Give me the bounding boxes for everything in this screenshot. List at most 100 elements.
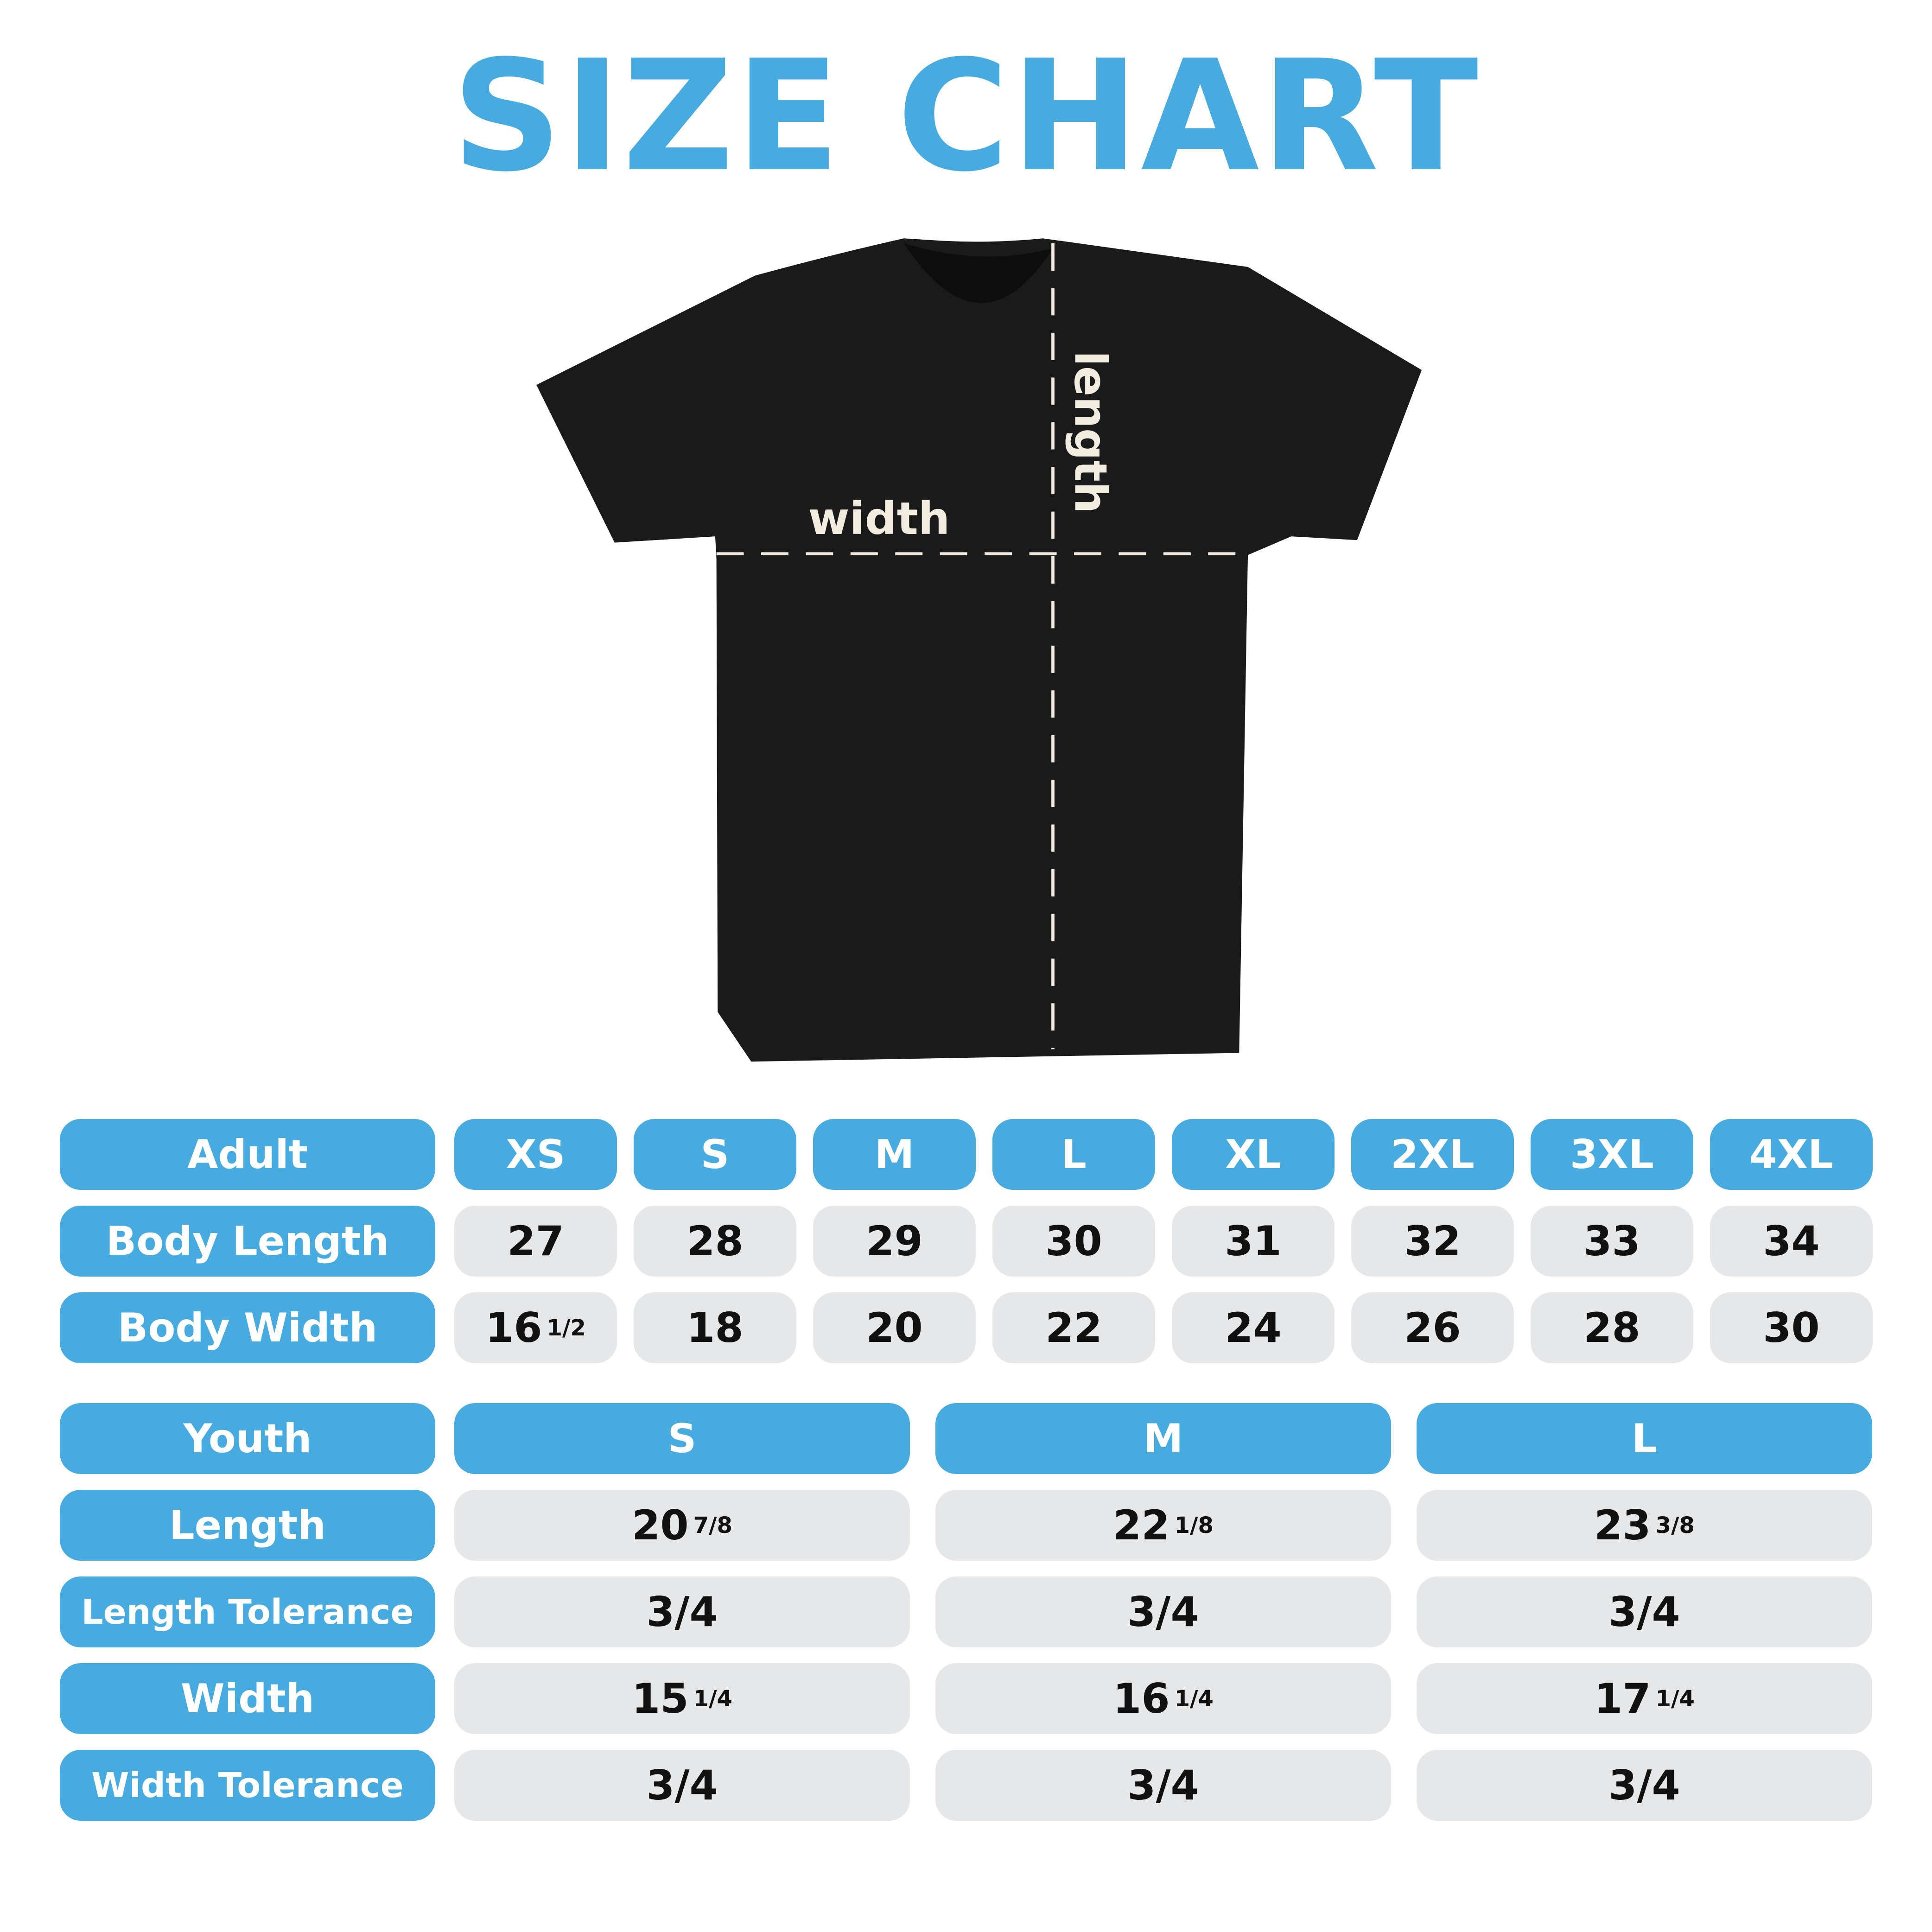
youth-value-cell: 16 1/4 — [935, 1663, 1391, 1734]
adult-value-cell-text: 31 — [1225, 1217, 1282, 1265]
youth-row-label-text: Length Tolerance — [81, 1592, 414, 1632]
youth-value-cell: 3/4 — [935, 1576, 1391, 1647]
adult-value-cell-text: 33 — [1583, 1217, 1640, 1265]
adult-value-cell: 27 — [454, 1206, 617, 1277]
adult-value-cell-text: 16 — [485, 1304, 542, 1352]
youth-value-cell-fraction: 1/4 — [1655, 1685, 1695, 1712]
adult-header-text: Adult — [187, 1131, 308, 1178]
adult-size-l-text: L — [1061, 1131, 1087, 1178]
adult-value-cell: 29 — [813, 1206, 976, 1277]
adult-value-cell-text: 18 — [686, 1304, 744, 1352]
adult-row-label: Body Length — [60, 1206, 435, 1277]
youth-size-l: L — [1417, 1403, 1872, 1474]
adult-size-3xl-text: 3XL — [1570, 1131, 1654, 1178]
youth-value-cell: 3/4 — [1417, 1576, 1872, 1647]
adult-size-s-text: S — [700, 1131, 730, 1178]
youth-value-cell-text: 3/4 — [646, 1761, 718, 1809]
page-title: SIZE CHART — [451, 27, 1481, 205]
adult-size-2xl-text: 2XL — [1391, 1131, 1474, 1178]
youth-value-cell-text: 23 — [1594, 1501, 1651, 1549]
youth-row-label: Width Tolerance — [60, 1750, 435, 1821]
youth-size-s: S — [454, 1403, 910, 1474]
youth-header-text: Youth — [183, 1415, 312, 1462]
adult-size-l: L — [992, 1119, 1155, 1190]
youth-value-cell-text: 15 — [632, 1675, 689, 1722]
adult-size-xs: XS — [454, 1119, 617, 1190]
youth-size-s-text: S — [667, 1415, 697, 1462]
adult-size-2xl: 2XL — [1351, 1119, 1514, 1190]
youth-value-cell-text: 3/4 — [1127, 1588, 1199, 1636]
youth-size-l-text: L — [1632, 1415, 1657, 1462]
adult-value-cell: 32 — [1351, 1206, 1514, 1277]
adult-value-cell: 30 — [1710, 1292, 1873, 1363]
adult-header: Adult — [60, 1119, 435, 1190]
youth-value-cell: 22 1/8 — [935, 1490, 1391, 1561]
youth-row-label: Width — [60, 1663, 435, 1734]
length-label: length — [1065, 351, 1117, 514]
adult-value-cell: 28 — [634, 1206, 796, 1277]
adult-value-cell: 16 1/2 — [454, 1292, 617, 1363]
adult-value-cell-text: 27 — [507, 1217, 564, 1265]
adult-value-cell-text: 22 — [1045, 1304, 1102, 1352]
adult-value-cell-text: 28 — [1583, 1304, 1640, 1352]
youth-value-cell: 3/4 — [454, 1750, 910, 1821]
youth-value-cell-text: 22 — [1113, 1501, 1170, 1549]
youth-value-cell: 17 1/4 — [1417, 1663, 1872, 1734]
adult-size-s: S — [634, 1119, 796, 1190]
adult-size-xs-text: XS — [506, 1131, 566, 1178]
youth-value-cell-text: 17 — [1594, 1675, 1651, 1722]
youth-value-cell: 23 3/8 — [1417, 1490, 1872, 1561]
adult-row-label-text: Body Width — [117, 1304, 378, 1351]
adult-value-cell: 18 — [634, 1292, 796, 1363]
adult-value-cell-text: 24 — [1225, 1304, 1282, 1352]
youth-value-cell-text: 16 — [1113, 1675, 1170, 1722]
adult-size-m-text: M — [874, 1131, 915, 1178]
adult-value-cell: 24 — [1172, 1292, 1335, 1363]
tshirt-collar — [904, 243, 1053, 303]
youth-row-label: Length — [60, 1490, 435, 1561]
adult-value-cell: 31 — [1172, 1206, 1335, 1277]
youth-value-cell-fraction: 3/8 — [1655, 1512, 1695, 1538]
adult-value-cell-text: 28 — [686, 1217, 744, 1265]
adult-size-m: M — [813, 1119, 976, 1190]
adult-value-cell: 20 — [813, 1292, 976, 1363]
adult-value-cell-text: 30 — [1045, 1217, 1102, 1265]
adult-size-xl-text: XL — [1225, 1131, 1282, 1178]
youth-value-cell: 3/4 — [935, 1750, 1391, 1821]
youth-value-cell-fraction: 1/4 — [693, 1685, 732, 1712]
width-label: width — [808, 492, 950, 545]
adult-value-cell-text: 20 — [866, 1304, 923, 1352]
adult-value-cell-text: 26 — [1404, 1304, 1461, 1352]
youth-value-cell: 3/4 — [1417, 1750, 1872, 1821]
adult-value-cell: 28 — [1531, 1292, 1693, 1363]
youth-value-cell-text: 20 — [632, 1501, 689, 1549]
youth-header: Youth — [60, 1403, 435, 1474]
youth-value-cell: 3/4 — [454, 1576, 910, 1647]
adult-size-4xl-text: 4XL — [1749, 1131, 1833, 1178]
adult-value-cell-text: 32 — [1404, 1217, 1461, 1265]
adult-value-cell-text: 34 — [1763, 1217, 1820, 1265]
adult-value-cell: 26 — [1351, 1292, 1514, 1363]
youth-value-cell-text: 3/4 — [646, 1588, 718, 1636]
youth-row-label-text: Width — [180, 1675, 315, 1722]
adult-row-label-text: Body Length — [106, 1218, 389, 1265]
youth-value-cell-fraction: 7/8 — [693, 1512, 732, 1538]
youth-value-cell-fraction: 1/8 — [1174, 1512, 1214, 1538]
youth-value-cell-fraction: 1/4 — [1174, 1685, 1214, 1712]
adult-row-label: Body Width — [60, 1292, 435, 1363]
adult-value-cell: 30 — [992, 1206, 1155, 1277]
youth-row-label: Length Tolerance — [60, 1576, 435, 1647]
youth-size-m-text: M — [1143, 1415, 1183, 1462]
adult-value-cell-fraction: 1/2 — [547, 1315, 586, 1341]
adult-value-cell: 33 — [1531, 1206, 1693, 1277]
adult-value-cell-text: 29 — [866, 1217, 923, 1265]
adult-value-cell: 34 — [1710, 1206, 1873, 1277]
youth-value-cell-text: 3/4 — [1608, 1588, 1680, 1636]
youth-value-cell-text: 3/4 — [1608, 1761, 1680, 1809]
adult-value-cell: 22 — [992, 1292, 1155, 1363]
youth-row-label-text: Length — [169, 1502, 326, 1549]
tshirt-body — [536, 238, 1422, 1062]
youth-value-cell: 20 7/8 — [454, 1490, 910, 1561]
youth-value-cell: 15 1/4 — [454, 1663, 910, 1734]
